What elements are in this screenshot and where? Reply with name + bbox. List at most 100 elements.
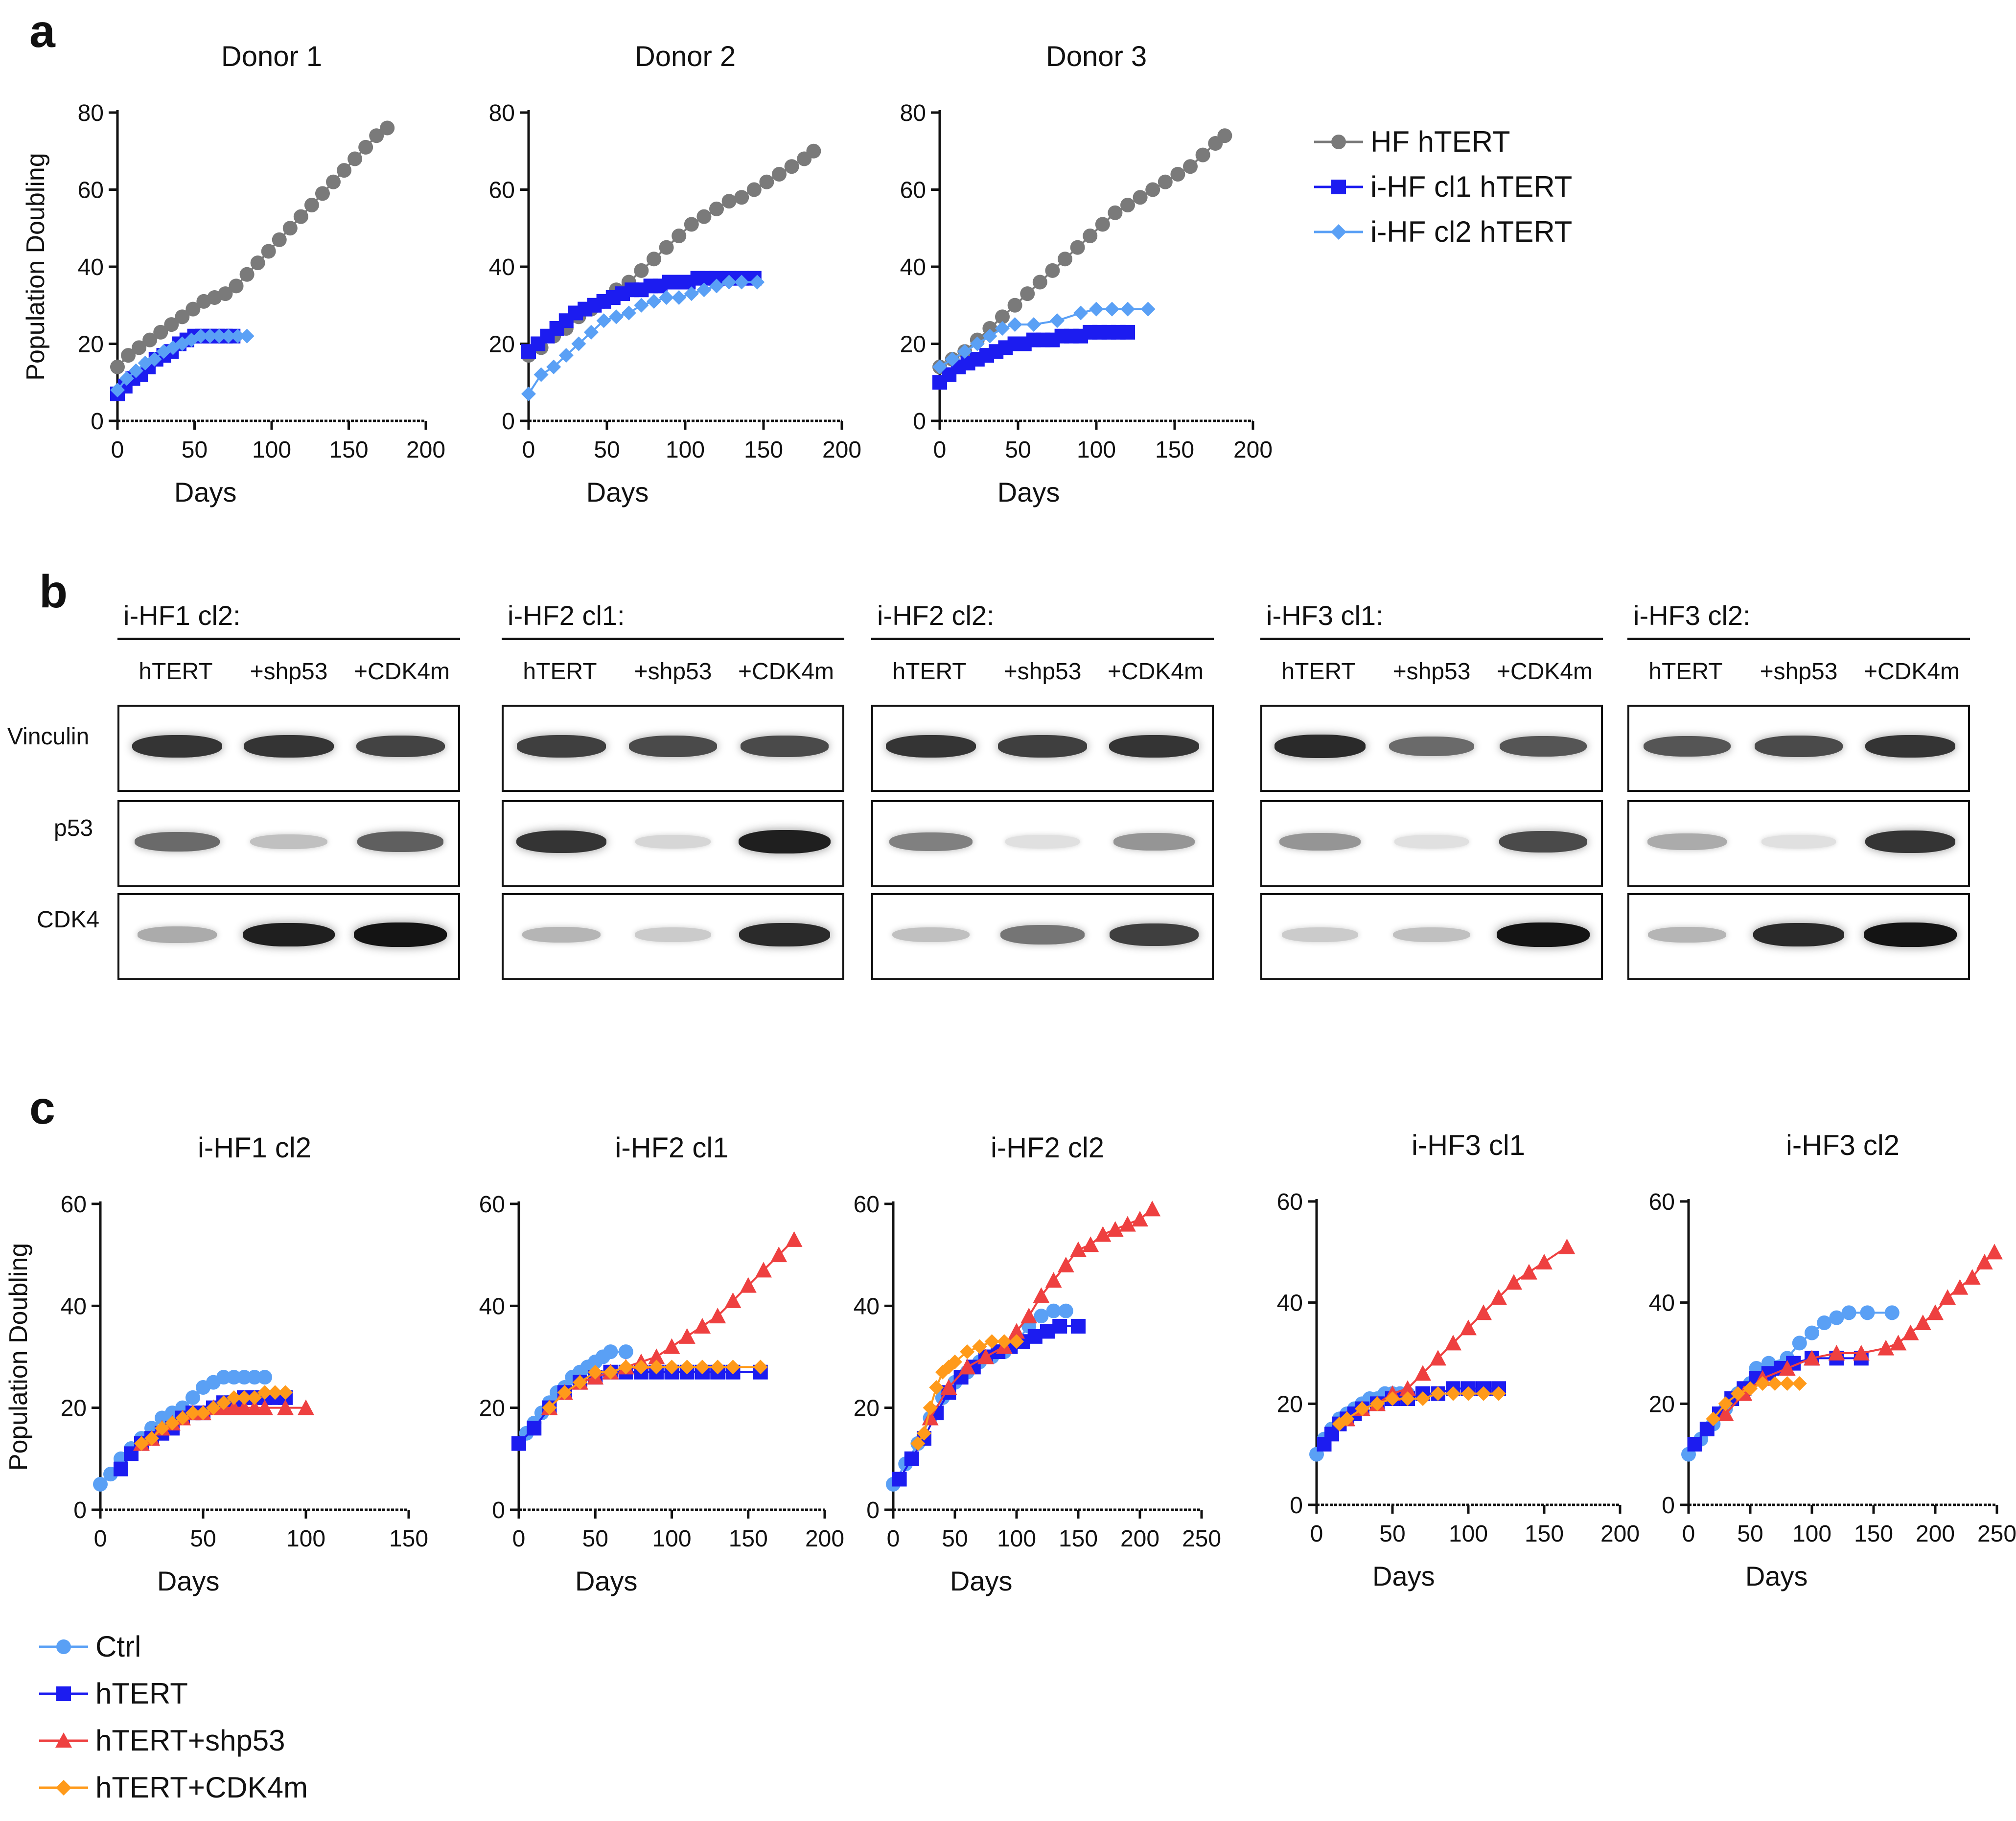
data-point-triangle bbox=[1445, 1335, 1461, 1351]
data-point-triangle bbox=[694, 1318, 711, 1334]
data-point-diamond bbox=[982, 328, 997, 344]
y-tick-label: 40 bbox=[479, 1293, 505, 1319]
x-tick-label: 250 bbox=[1977, 1521, 2016, 1547]
lane-label: +shp53 bbox=[634, 659, 712, 685]
ihf1-cl2-chart: i-HF1 cl2 0 20 40 60 0 50 100 150 Days Population … bbox=[4, 1132, 428, 1596]
x-tick-label: 50 bbox=[190, 1526, 216, 1552]
data-point-circle bbox=[1195, 147, 1210, 162]
blot-box-vinculin bbox=[871, 705, 1214, 792]
data-point-square bbox=[1071, 1319, 1086, 1334]
data-point-diamond bbox=[721, 275, 737, 290]
x-tick-label: 50 bbox=[1005, 437, 1031, 463]
data-point-diamond bbox=[995, 321, 1010, 336]
data-point-circle bbox=[995, 309, 1010, 324]
data-point-triangle bbox=[740, 1277, 757, 1293]
lane-label: +CDK4m bbox=[738, 659, 834, 685]
y-tick-label: 60 bbox=[61, 1192, 87, 1218]
data-point-diamond bbox=[1140, 301, 1156, 317]
data-point-diamond bbox=[144, 1431, 159, 1446]
y-tick-label: 0 bbox=[492, 1498, 505, 1523]
blot-band bbox=[739, 830, 831, 854]
data-point-circle bbox=[1032, 275, 1047, 290]
data-point-triangle bbox=[1430, 1350, 1446, 1366]
blot-band bbox=[1499, 831, 1588, 853]
data-point-square bbox=[892, 1472, 907, 1487]
data-point-diamond bbox=[227, 1390, 241, 1405]
y-tick-label: 60 bbox=[489, 178, 515, 204]
data-point-circle bbox=[1805, 1325, 1819, 1340]
x-tick-label: 0 bbox=[522, 437, 535, 463]
blot-group-ihf3-cl1: i-HF3 cl1: hTERT +shp53 +CDK4m bbox=[1260, 599, 1603, 981]
x-axis-label: Days bbox=[950, 1566, 1013, 1596]
data-point-diamond bbox=[684, 286, 699, 301]
data-point-diamond bbox=[1400, 1391, 1415, 1406]
data-point-triangle bbox=[1082, 1236, 1099, 1252]
data-point-circle bbox=[1217, 128, 1232, 143]
blot-box-vinculin bbox=[1627, 705, 1970, 792]
y-tick-label: 40 bbox=[489, 254, 515, 280]
data-point-triangle bbox=[678, 1328, 695, 1344]
data-point-diamond bbox=[533, 367, 549, 382]
x-axis-label: Days bbox=[1372, 1561, 1435, 1591]
data-point-circle bbox=[153, 324, 168, 340]
y-tick-label: 60 bbox=[900, 178, 926, 204]
data-point-circle bbox=[239, 267, 255, 282]
data-point-diamond bbox=[941, 1360, 956, 1375]
ihf3-cl1-chart: i-HF3 cl1 0 20 40 60 0 50 100 150 200 Days bbox=[1277, 1129, 1640, 1591]
data-point-square bbox=[1027, 1329, 1043, 1344]
x-tick-label: 150 bbox=[389, 1526, 428, 1552]
data-point-circle bbox=[709, 201, 724, 216]
data-point-circle bbox=[272, 232, 287, 247]
data-point-circle bbox=[282, 221, 298, 236]
data-point-circle bbox=[806, 143, 821, 159]
blot-band bbox=[1281, 927, 1358, 942]
chart-title: Donor 1 bbox=[221, 41, 322, 72]
blot-box-p53 bbox=[871, 800, 1214, 887]
panel-a-letter: a bbox=[29, 5, 55, 57]
data-point-circle bbox=[293, 209, 308, 224]
x-tick-label: 200 bbox=[406, 437, 445, 463]
data-point-diamond bbox=[147, 352, 162, 367]
data-point-triangle bbox=[1033, 1287, 1050, 1303]
data-point-triangle bbox=[1506, 1274, 1522, 1290]
data-point-diamond bbox=[621, 305, 636, 321]
data-point-circle bbox=[1884, 1305, 1900, 1320]
blot-title: i-HF2 cl1: bbox=[508, 600, 625, 631]
data-point-triangle bbox=[959, 1359, 976, 1375]
data-point-triangle bbox=[1828, 1345, 1845, 1360]
donor-1-chart: Donor 1 0 20 40 60 80 0 50 100 150 200 Days Populati… bbox=[22, 41, 445, 507]
blot-band bbox=[243, 922, 335, 947]
blot-band bbox=[1864, 922, 1957, 947]
blot-title: i-HF1 cl2: bbox=[123, 600, 241, 631]
data-point-circle bbox=[618, 1344, 633, 1360]
data-point-diamond bbox=[155, 1421, 169, 1436]
data-point-diamond bbox=[659, 290, 674, 305]
data-point-circle bbox=[132, 340, 147, 355]
data-point-triangle bbox=[709, 1308, 726, 1324]
lane-label: +shp53 bbox=[1003, 659, 1082, 685]
x-axis-label: Days bbox=[174, 477, 237, 507]
x-axis-label: Days bbox=[997, 477, 1060, 507]
y-tick-label: 0 bbox=[502, 409, 515, 435]
y-tick-label: 20 bbox=[1277, 1391, 1303, 1417]
data-point-triangle bbox=[1914, 1314, 1931, 1330]
blot-band bbox=[1000, 925, 1085, 945]
data-point-diamond bbox=[257, 1385, 272, 1400]
data-point-triangle bbox=[1475, 1304, 1492, 1320]
data-point-diamond bbox=[696, 282, 712, 298]
data-point-circle bbox=[1034, 1309, 1049, 1324]
lane-label: +shp53 bbox=[1760, 659, 1838, 685]
blot-band bbox=[1005, 835, 1080, 849]
data-point-circle bbox=[348, 151, 363, 166]
data-point-triangle bbox=[256, 1399, 273, 1415]
data-point-diamond bbox=[960, 1344, 975, 1360]
x-tick-label: 100 bbox=[1449, 1521, 1488, 1547]
data-point-triangle bbox=[1976, 1254, 1993, 1269]
data-point-circle bbox=[229, 278, 244, 294]
data-point-diamond bbox=[558, 348, 574, 363]
data-point-triangle bbox=[1877, 1339, 1895, 1356]
data-point-circle bbox=[218, 286, 233, 301]
data-point-circle bbox=[696, 209, 712, 224]
x-tick-label: 100 bbox=[666, 437, 705, 463]
data-point-diamond bbox=[203, 328, 217, 344]
